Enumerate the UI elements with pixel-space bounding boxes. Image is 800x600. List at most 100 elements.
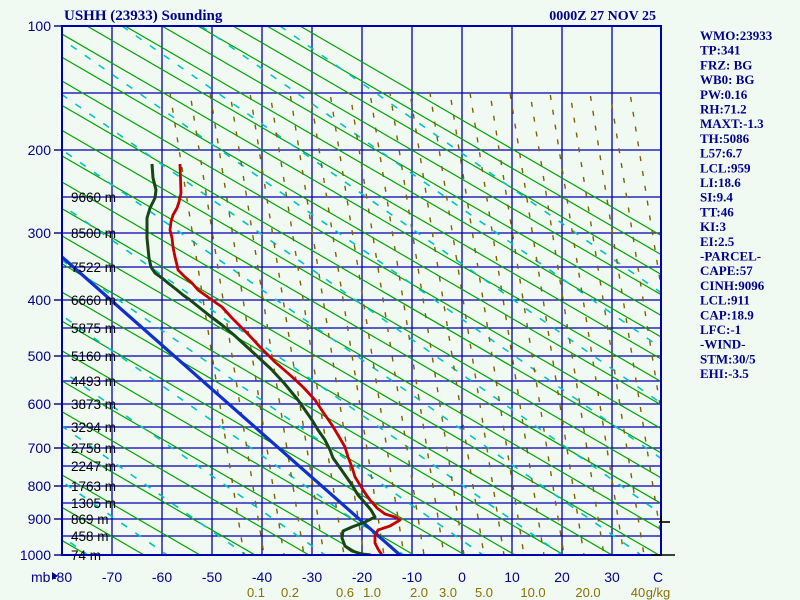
temp-axis-label: 0 — [458, 569, 466, 585]
pressure-tick-label: 400 — [28, 292, 52, 308]
height-label: 4493 m — [71, 374, 116, 389]
dry-adiabat-line — [62, 411, 310, 555]
stat-line: KI:3 — [700, 219, 727, 234]
pressure-tick-label: 1000 — [20, 547, 51, 563]
moist-adiabat-line — [429, 92, 505, 555]
moist-adiabat-line — [189, 92, 265, 555]
temp-axis-label: -60 — [152, 569, 172, 585]
mixing-ratio-line — [62, 38, 661, 460]
pressure-tick-label: 300 — [28, 225, 52, 241]
mixing-ratio-label: 40 — [631, 585, 645, 600]
dry-adiabat-line — [62, 320, 466, 555]
dry-adiabat-line — [161, 26, 661, 317]
temp-axis-label: -50 — [202, 569, 222, 585]
mixing-ratio-line — [62, 314, 405, 555]
stat-line: LCL:959 — [700, 160, 751, 175]
pressure-tick-label: 800 — [28, 478, 52, 494]
dry-adiabat-line — [62, 80, 661, 430]
stat-line: PW:0.16 — [700, 87, 748, 102]
stat-line: RH:71.2 — [700, 102, 747, 117]
dry-adiabat-line — [62, 33, 661, 383]
dry-adiabat-line — [62, 442, 256, 555]
moist-adiabat-line — [469, 92, 545, 555]
dry-adiabat-line — [232, 26, 661, 275]
height-label: 3294 m — [71, 420, 116, 435]
height-label: 5875 m — [71, 321, 116, 336]
dry-adiabat-line — [62, 235, 613, 555]
pressure-tick-label: 100 — [28, 18, 52, 34]
dry-adiabat-line — [62, 350, 415, 555]
mixing-ratio-line — [62, 148, 642, 555]
stat-line: TT:46 — [700, 204, 734, 219]
mixing-ratio-line — [121, 26, 661, 405]
mixing-ratio-line — [200, 26, 661, 349]
moist-adiabat-line — [449, 92, 525, 555]
mixing-ratio-line — [62, 369, 326, 555]
dry-adiabat-line — [62, 56, 661, 406]
mixing-ratio-label: 3.0 — [439, 585, 457, 600]
temp-axis-label: -80 — [52, 569, 72, 585]
moist-adiabat-line — [249, 92, 325, 555]
dry-adiabat-line — [197, 26, 661, 296]
dry-adiabat-line — [299, 26, 661, 237]
moist-adiabat-line — [369, 92, 445, 555]
moist-adiabat-line — [309, 92, 385, 555]
plot-border — [61, 25, 662, 556]
mixing-ratio-line — [62, 425, 247, 555]
dry-adiabat-line — [0, 26, 29, 555]
dry-adiabat-line — [62, 291, 516, 555]
moist-adiabat-line — [169, 92, 245, 555]
height-label: 3873 m — [71, 397, 116, 412]
temperature-curve — [168, 163, 402, 555]
dry-adiabat-line — [62, 208, 660, 555]
height-label: 869 m — [71, 512, 109, 527]
pressure-tick-label: 200 — [28, 142, 52, 158]
pressure-unit-label: mb — [31, 569, 51, 585]
mixing-ratio-label: 20.0 — [575, 585, 600, 600]
temp-axis-label: -20 — [352, 569, 372, 585]
dry-adiabat-line — [86, 26, 661, 360]
moist-adiabat-line — [349, 92, 425, 555]
stat-line: LCL:911 — [700, 293, 750, 308]
dry-adiabat-line — [62, 263, 565, 555]
dry-adiabat-line — [62, 181, 661, 531]
temp-axis-label: -30 — [302, 569, 322, 585]
chart-title: USHH (23933) Sounding — [64, 8, 223, 24]
temp-axis-label: -10 — [402, 569, 422, 585]
temp-axis-label: 10 — [504, 569, 520, 585]
mixing-ratio-label: 1.0 — [363, 585, 381, 600]
moist-adiabat-line — [329, 92, 405, 555]
moist-adiabat-line — [409, 92, 485, 555]
mixing-ratio-label: 5.0 — [475, 585, 493, 600]
moist-adiabat-line — [389, 92, 465, 555]
stat-line: STM:30/5 — [700, 351, 756, 366]
mixing-ratio-line — [62, 259, 484, 555]
stat-line: WB0: BG — [700, 72, 755, 87]
dry-adiabat-line — [62, 155, 661, 505]
pressure-tick-label: 500 — [28, 348, 52, 364]
height-label: 7522 m — [71, 260, 116, 275]
parcel-reference-line — [62, 255, 402, 555]
stat-line: CAP:18.9 — [700, 307, 754, 322]
moist-adiabat-line — [509, 92, 585, 555]
stat-line: SI:9.4 — [700, 190, 733, 205]
stat-line: TH:5086 — [700, 131, 750, 146]
height-label: 1763 m — [71, 479, 116, 494]
dry-adiabat-line — [266, 26, 661, 256]
stat-line: EHI:-3.5 — [700, 366, 749, 381]
temp-axis-label: 20 — [554, 569, 570, 585]
pressure-tick-label: 600 — [28, 396, 52, 412]
dry-adiabat-line — [62, 104, 661, 454]
stat-line: WMO:23933 — [700, 28, 773, 43]
stat-line: TP:341 — [700, 43, 740, 58]
moist-adiabat-line — [549, 92, 625, 555]
pressure-tick-label: 700 — [28, 440, 52, 456]
height-label: 8500 m — [71, 226, 116, 241]
moist-adiabat-line — [489, 92, 565, 555]
moist-adiabat-line — [269, 92, 345, 555]
stat-line: LI:18.6 — [700, 175, 741, 190]
mixing-ratio-line — [62, 93, 661, 515]
mixing-ratio-line — [279, 26, 661, 294]
mixing-ratio-label: 0.2 — [281, 585, 299, 600]
